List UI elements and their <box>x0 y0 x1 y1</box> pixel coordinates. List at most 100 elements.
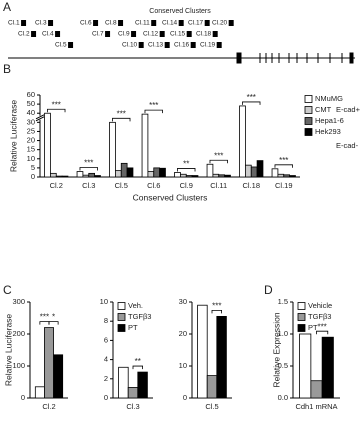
significance-label: *** <box>212 302 221 311</box>
bar <box>115 170 122 178</box>
x-tick-label: Cl.9 <box>180 181 193 190</box>
cluster-box <box>151 20 157 26</box>
y-tick-label: 100 <box>12 361 25 370</box>
cluster-box <box>186 31 192 37</box>
x-tick-label: Cl.6 <box>147 181 160 190</box>
y-tick-label: 2 <box>104 374 108 383</box>
significance-label: *** <box>40 313 49 322</box>
exon <box>236 52 242 64</box>
bar <box>289 175 296 178</box>
cluster-label: Cl.17 <box>188 20 204 27</box>
bar <box>120 162 128 178</box>
bar <box>94 175 101 178</box>
significance-bracket <box>177 168 196 172</box>
axis-break-mark <box>35 114 45 120</box>
bar <box>256 160 264 178</box>
y-tick-label: 25 <box>27 126 35 135</box>
significance-bracket <box>39 321 50 325</box>
cluster-box <box>48 20 54 26</box>
panel-label: C <box>3 283 12 297</box>
legend-label: PT <box>128 323 138 332</box>
y-tick-label: 200 <box>12 329 25 338</box>
legend-swatch <box>117 302 126 310</box>
legend-swatch <box>304 106 313 114</box>
bar <box>127 387 139 399</box>
y-tick-label: 4 <box>104 355 108 364</box>
x-tick-label: Cl.2 <box>50 181 63 190</box>
axis-break-mark <box>35 116 45 122</box>
diagram-title: Conserved Clusters <box>149 8 211 15</box>
y-tick-label: 60 <box>27 90 35 99</box>
significance-label: *** <box>52 100 61 109</box>
significance-bracket <box>79 167 98 171</box>
significance-label: * <box>52 313 55 322</box>
significance-bracket <box>211 310 222 314</box>
y-axis-label: Relative Luciferase <box>8 100 18 173</box>
bar <box>179 173 187 178</box>
cluster-box <box>228 20 234 26</box>
legend-label: CMT <box>315 105 332 114</box>
y-axis-label: Relative Expression <box>271 312 281 387</box>
y-tick-label: 30 <box>179 297 187 306</box>
bar <box>321 336 334 399</box>
cluster-label: Cl.11 <box>135 20 150 27</box>
legend-swatch <box>304 128 313 136</box>
y-tick-label: 0.5 <box>278 361 288 370</box>
cluster-label: Cl.3 <box>35 20 47 27</box>
cluster-box <box>93 20 99 26</box>
cluster-box <box>138 42 144 48</box>
y-tick-label: 0 <box>31 172 35 181</box>
bar <box>191 175 199 178</box>
cluster-label: Cl.18 <box>196 31 212 38</box>
bar <box>88 172 95 178</box>
legend-swatch <box>304 117 313 125</box>
axis-break <box>36 115 44 120</box>
significance-bracket <box>316 330 329 335</box>
cluster-label: Cl.9 <box>118 31 130 38</box>
x-tick-label: Cdh1 mRNA <box>295 402 337 411</box>
legend-swatch <box>297 324 306 332</box>
legend-label: Vehicle <box>308 301 332 310</box>
cluster-box <box>68 42 74 48</box>
bar <box>61 175 69 178</box>
significance-label: *** <box>279 156 288 165</box>
panel-label: D <box>264 283 273 297</box>
annotation: E-cad- <box>336 141 359 150</box>
bar <box>299 333 312 399</box>
cluster-label: Cl.20 <box>212 20 228 27</box>
cluster-box <box>164 42 170 48</box>
bar <box>44 112 51 178</box>
x-tick-label: Cl.18 <box>242 181 260 190</box>
significance-bracket <box>274 164 293 168</box>
significance-bracket <box>47 108 66 113</box>
significance-bracket <box>112 117 131 122</box>
cluster-box <box>178 20 184 26</box>
cluster-box <box>105 31 111 37</box>
bar <box>218 174 225 178</box>
bar <box>310 380 323 399</box>
y-tick-label: 5 <box>31 163 35 172</box>
bar <box>239 105 246 178</box>
bar <box>212 173 220 178</box>
y-tick-label: 40 <box>27 108 35 117</box>
cluster-box <box>204 20 210 26</box>
significance-label: *** <box>214 151 223 160</box>
legend-swatch <box>297 302 306 310</box>
cluster-label: Cl.10 <box>122 42 138 49</box>
cluster-label: Cl.15 <box>170 31 186 38</box>
cluster-label: Cl.12 <box>143 31 159 38</box>
legend-label: TGFβ3 <box>128 312 151 321</box>
x-axis-label: Conserved Clusters <box>133 192 208 202</box>
bar <box>244 164 252 178</box>
gene-structure <box>8 52 355 64</box>
bar <box>206 375 218 399</box>
bar <box>126 167 134 178</box>
y-tick-label: 30 <box>27 117 35 126</box>
legend-swatch <box>297 313 306 321</box>
bar <box>34 386 45 399</box>
x-tick-label: Cl.5 <box>205 402 218 411</box>
y-tick-label: 0.0 <box>278 393 288 402</box>
y-tick-label: 20 <box>27 136 35 145</box>
y-tick-label: 6 <box>104 335 108 344</box>
